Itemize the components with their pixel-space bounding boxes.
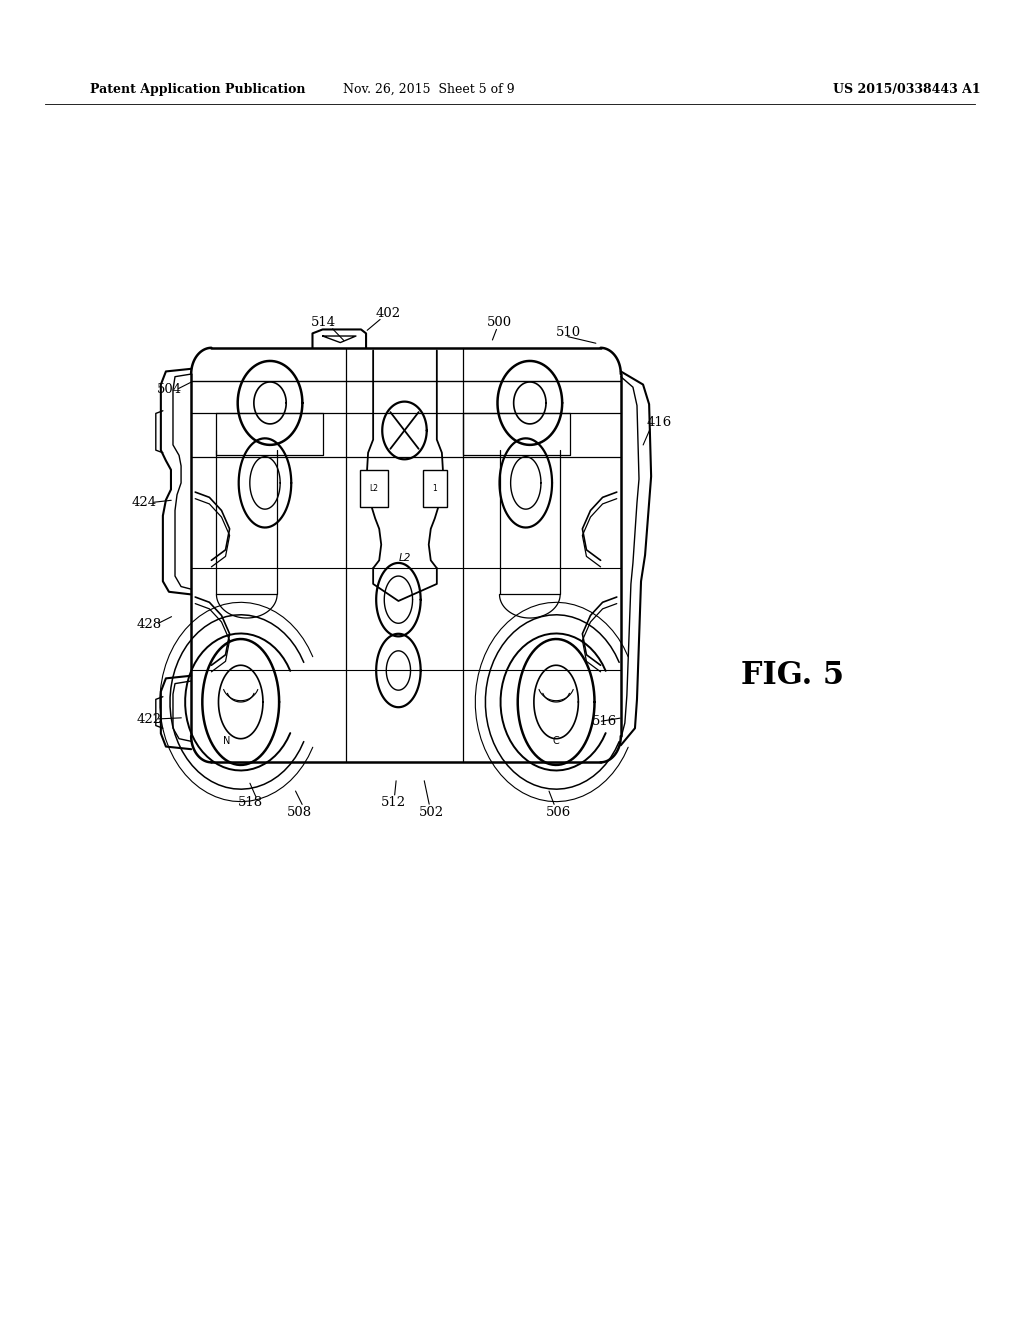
- Text: C: C: [553, 737, 559, 746]
- Text: 1: 1: [432, 483, 437, 492]
- Text: 502: 502: [419, 805, 444, 818]
- Text: N: N: [223, 737, 230, 746]
- Text: L2: L2: [398, 553, 411, 562]
- Text: 506: 506: [546, 805, 570, 818]
- Text: FIG. 5: FIG. 5: [741, 660, 844, 692]
- Text: 516: 516: [592, 715, 617, 729]
- Text: 504: 504: [157, 383, 181, 396]
- Text: Patent Application Publication: Patent Application Publication: [90, 83, 305, 96]
- Text: 518: 518: [239, 796, 263, 809]
- Text: 428: 428: [136, 618, 162, 631]
- Text: 500: 500: [487, 317, 512, 330]
- Text: 512: 512: [381, 796, 406, 809]
- Text: 416: 416: [646, 416, 672, 429]
- FancyBboxPatch shape: [360, 470, 388, 507]
- Text: Nov. 26, 2015  Sheet 5 of 9: Nov. 26, 2015 Sheet 5 of 9: [343, 83, 514, 96]
- Text: 422: 422: [136, 713, 162, 726]
- FancyBboxPatch shape: [423, 470, 446, 507]
- Text: 514: 514: [311, 317, 336, 330]
- Text: US 2015/0338443 A1: US 2015/0338443 A1: [834, 83, 981, 96]
- Text: 402: 402: [376, 308, 400, 321]
- Text: 510: 510: [556, 326, 581, 339]
- Text: 424: 424: [131, 496, 157, 510]
- Text: 508: 508: [287, 805, 312, 818]
- Text: L2: L2: [370, 483, 379, 492]
